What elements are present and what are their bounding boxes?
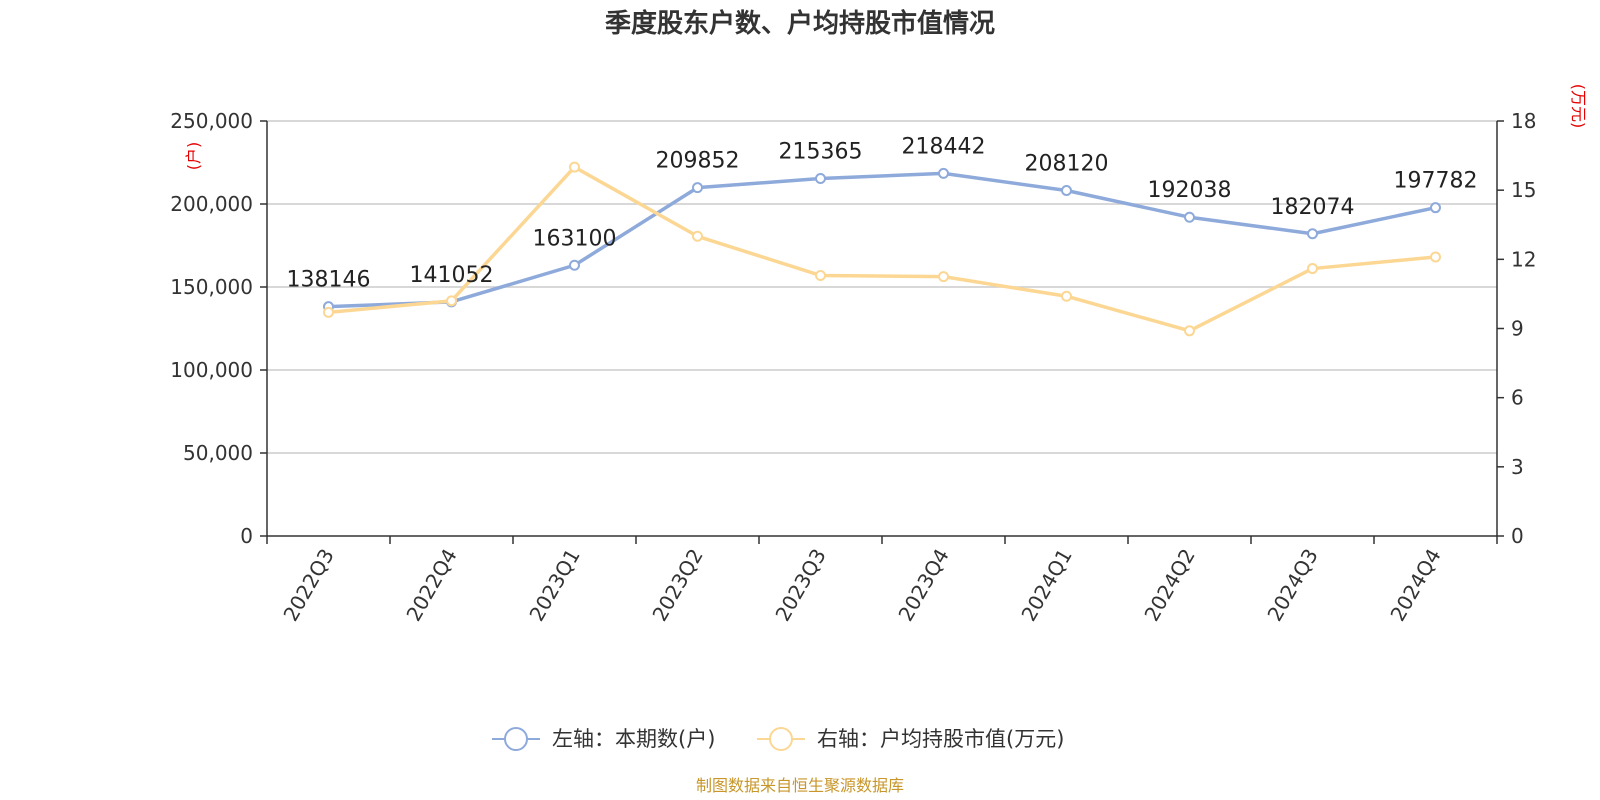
right-tick-label: 6 (1511, 386, 1524, 410)
series-line-0 (328, 171, 1436, 309)
right-tick-label: 12 (1511, 247, 1536, 271)
right-tick-label: 9 (1511, 317, 1524, 341)
series-0-point (692, 182, 703, 194)
right-tick-label: 3 (1511, 455, 1524, 479)
series-line-1 (328, 165, 1436, 333)
x-tick-label: 2024Q2 (1139, 545, 1199, 626)
series-1-point (1307, 263, 1318, 275)
left-tick-label: 200,000 (170, 192, 253, 216)
series-1-point (1061, 290, 1072, 302)
series-1-point (938, 271, 949, 283)
series-1-point (1184, 325, 1195, 337)
x-tick-label: 2024Q4 (1385, 545, 1445, 626)
legend-item-left-series[interactable]: 左轴：本期数(户) (492, 727, 715, 751)
x-tick-label: 2023Q4 (893, 545, 953, 626)
left-tick-label: 100,000 (170, 358, 253, 382)
right-tick-label: 18 (1511, 109, 1536, 133)
series-0-point (569, 259, 580, 271)
series-0-point (1430, 202, 1441, 214)
data-label: 138146 (287, 268, 371, 293)
data-label: 192038 (1148, 178, 1232, 203)
grid-lines (267, 120, 1497, 454)
x-tick-label: 2022Q3 (278, 545, 338, 626)
series-0-point (1307, 228, 1318, 240)
chart-title: 季度股东户数、户均持股市值情况 (605, 8, 995, 39)
data-label: 163100 (533, 226, 617, 251)
x-tick-label: 2023Q1 (524, 545, 584, 626)
legend[interactable]: 左轴：本期数(户) 右轴：户均持股市值(万元) (492, 727, 1064, 751)
data-label: 218442 (902, 134, 986, 159)
series-lines (323, 161, 1441, 337)
x-tick-label: 2023Q2 (647, 545, 707, 626)
series-0-point (1061, 185, 1072, 197)
left-tick-label: 150,000 (170, 275, 253, 299)
x-axis-ticks: 2022Q3 2022Q4 2023Q1 2023Q2 2023Q3 2023Q4 2024… (266, 536, 1498, 626)
right-axis-ticks: 0 3 6 9 12 15 18 (1497, 109, 1536, 548)
series-1-point (569, 161, 580, 173)
left-tick-label: 50,000 (183, 441, 253, 465)
left-tick-label: 250,000 (170, 109, 253, 133)
data-label: 197782 (1394, 169, 1478, 194)
data-label: 208120 (1025, 152, 1109, 177)
series-1-point (1430, 251, 1441, 263)
data-labels: 138146 141052 163100 209852 215365 218442 2081… (287, 134, 1478, 292)
series-1-point (446, 295, 457, 307)
data-label: 209852 (656, 149, 740, 174)
left-tick-label: 0 (240, 524, 253, 548)
legend-item-right-series[interactable]: 右轴：户均持股市值(万元) (757, 727, 1064, 751)
series-1-point (323, 306, 334, 318)
data-label: 215365 (779, 139, 863, 164)
legend-label-left-series: 左轴：本期数(户) (552, 727, 715, 751)
right-axis-unit: (万元) (1569, 84, 1588, 129)
x-tick-label: 2024Q1 (1016, 545, 1076, 626)
x-tick-label: 2024Q3 (1262, 545, 1322, 626)
right-tick-label: 15 (1511, 178, 1536, 202)
series-0-point (1184, 211, 1195, 223)
data-label: 141052 (410, 263, 494, 288)
series-1-point (815, 269, 826, 281)
series-0-point (938, 167, 949, 179)
source-note: 制图数据来自恒生聚源数据库 (696, 776, 904, 795)
left-axis-ticks: 0 50,000 100,000 150,000 200,000 250,000 (170, 109, 267, 548)
left-axis-unit: (户) (184, 142, 203, 171)
series-1-point (692, 230, 703, 242)
legend-label-right-series: 右轴：户均持股市值(万元) (817, 727, 1064, 751)
x-tick-label: 2023Q3 (770, 545, 830, 626)
right-tick-label: 0 (1511, 524, 1524, 548)
series-0-point (815, 172, 826, 184)
data-label: 182074 (1271, 195, 1355, 220)
axes (266, 121, 1498, 537)
x-tick-label: 2022Q4 (401, 545, 461, 626)
